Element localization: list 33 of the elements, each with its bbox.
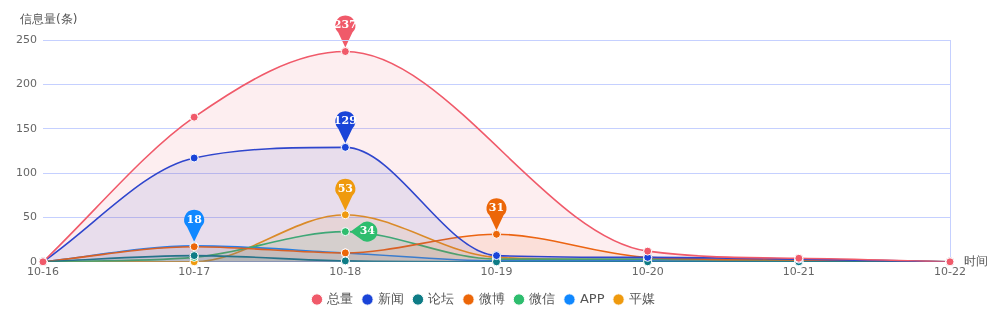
x-tick-label: 10-17: [178, 265, 211, 279]
legend-label: 总量: [326, 290, 354, 306]
y-tick-label: 0: [30, 254, 37, 268]
legend-label: 微博: [478, 290, 505, 306]
x-tick-label: 10-21: [782, 265, 815, 279]
x-tick-label: 10-22: [934, 265, 966, 279]
point: [643, 246, 653, 256]
y-tick-label: 50: [23, 210, 37, 224]
y-tick-label: 150: [16, 121, 37, 135]
point: [340, 227, 350, 237]
point: [189, 153, 199, 163]
x-axis-title: 时间: [964, 253, 988, 268]
y-tick-label: 200: [16, 77, 37, 91]
data-label: 53: [337, 181, 353, 195]
legend-label: 新闻: [377, 290, 404, 306]
data-label: 31: [488, 201, 505, 215]
legend-label: 论坛: [428, 290, 455, 306]
data-label: 34: [359, 224, 376, 238]
point: [340, 142, 350, 152]
point: [492, 229, 501, 239]
y-tick-label: 100: [16, 165, 37, 179]
legend-label: 微信: [529, 290, 556, 306]
legend-label: APP: [579, 290, 605, 306]
x-tick-label: 10-20: [631, 265, 664, 279]
y-axis-title: 信息量(条): [20, 12, 78, 27]
point: [340, 256, 350, 266]
x-tick-label: 10-16: [27, 265, 59, 279]
x-tick-label: 10-18: [329, 265, 362, 279]
legend-label: 平媒: [629, 290, 656, 306]
x-tick-label: 10-19: [480, 265, 513, 279]
data-label: 18: [186, 212, 203, 226]
point: [340, 210, 350, 220]
y-tick-label: 250: [16, 32, 37, 46]
